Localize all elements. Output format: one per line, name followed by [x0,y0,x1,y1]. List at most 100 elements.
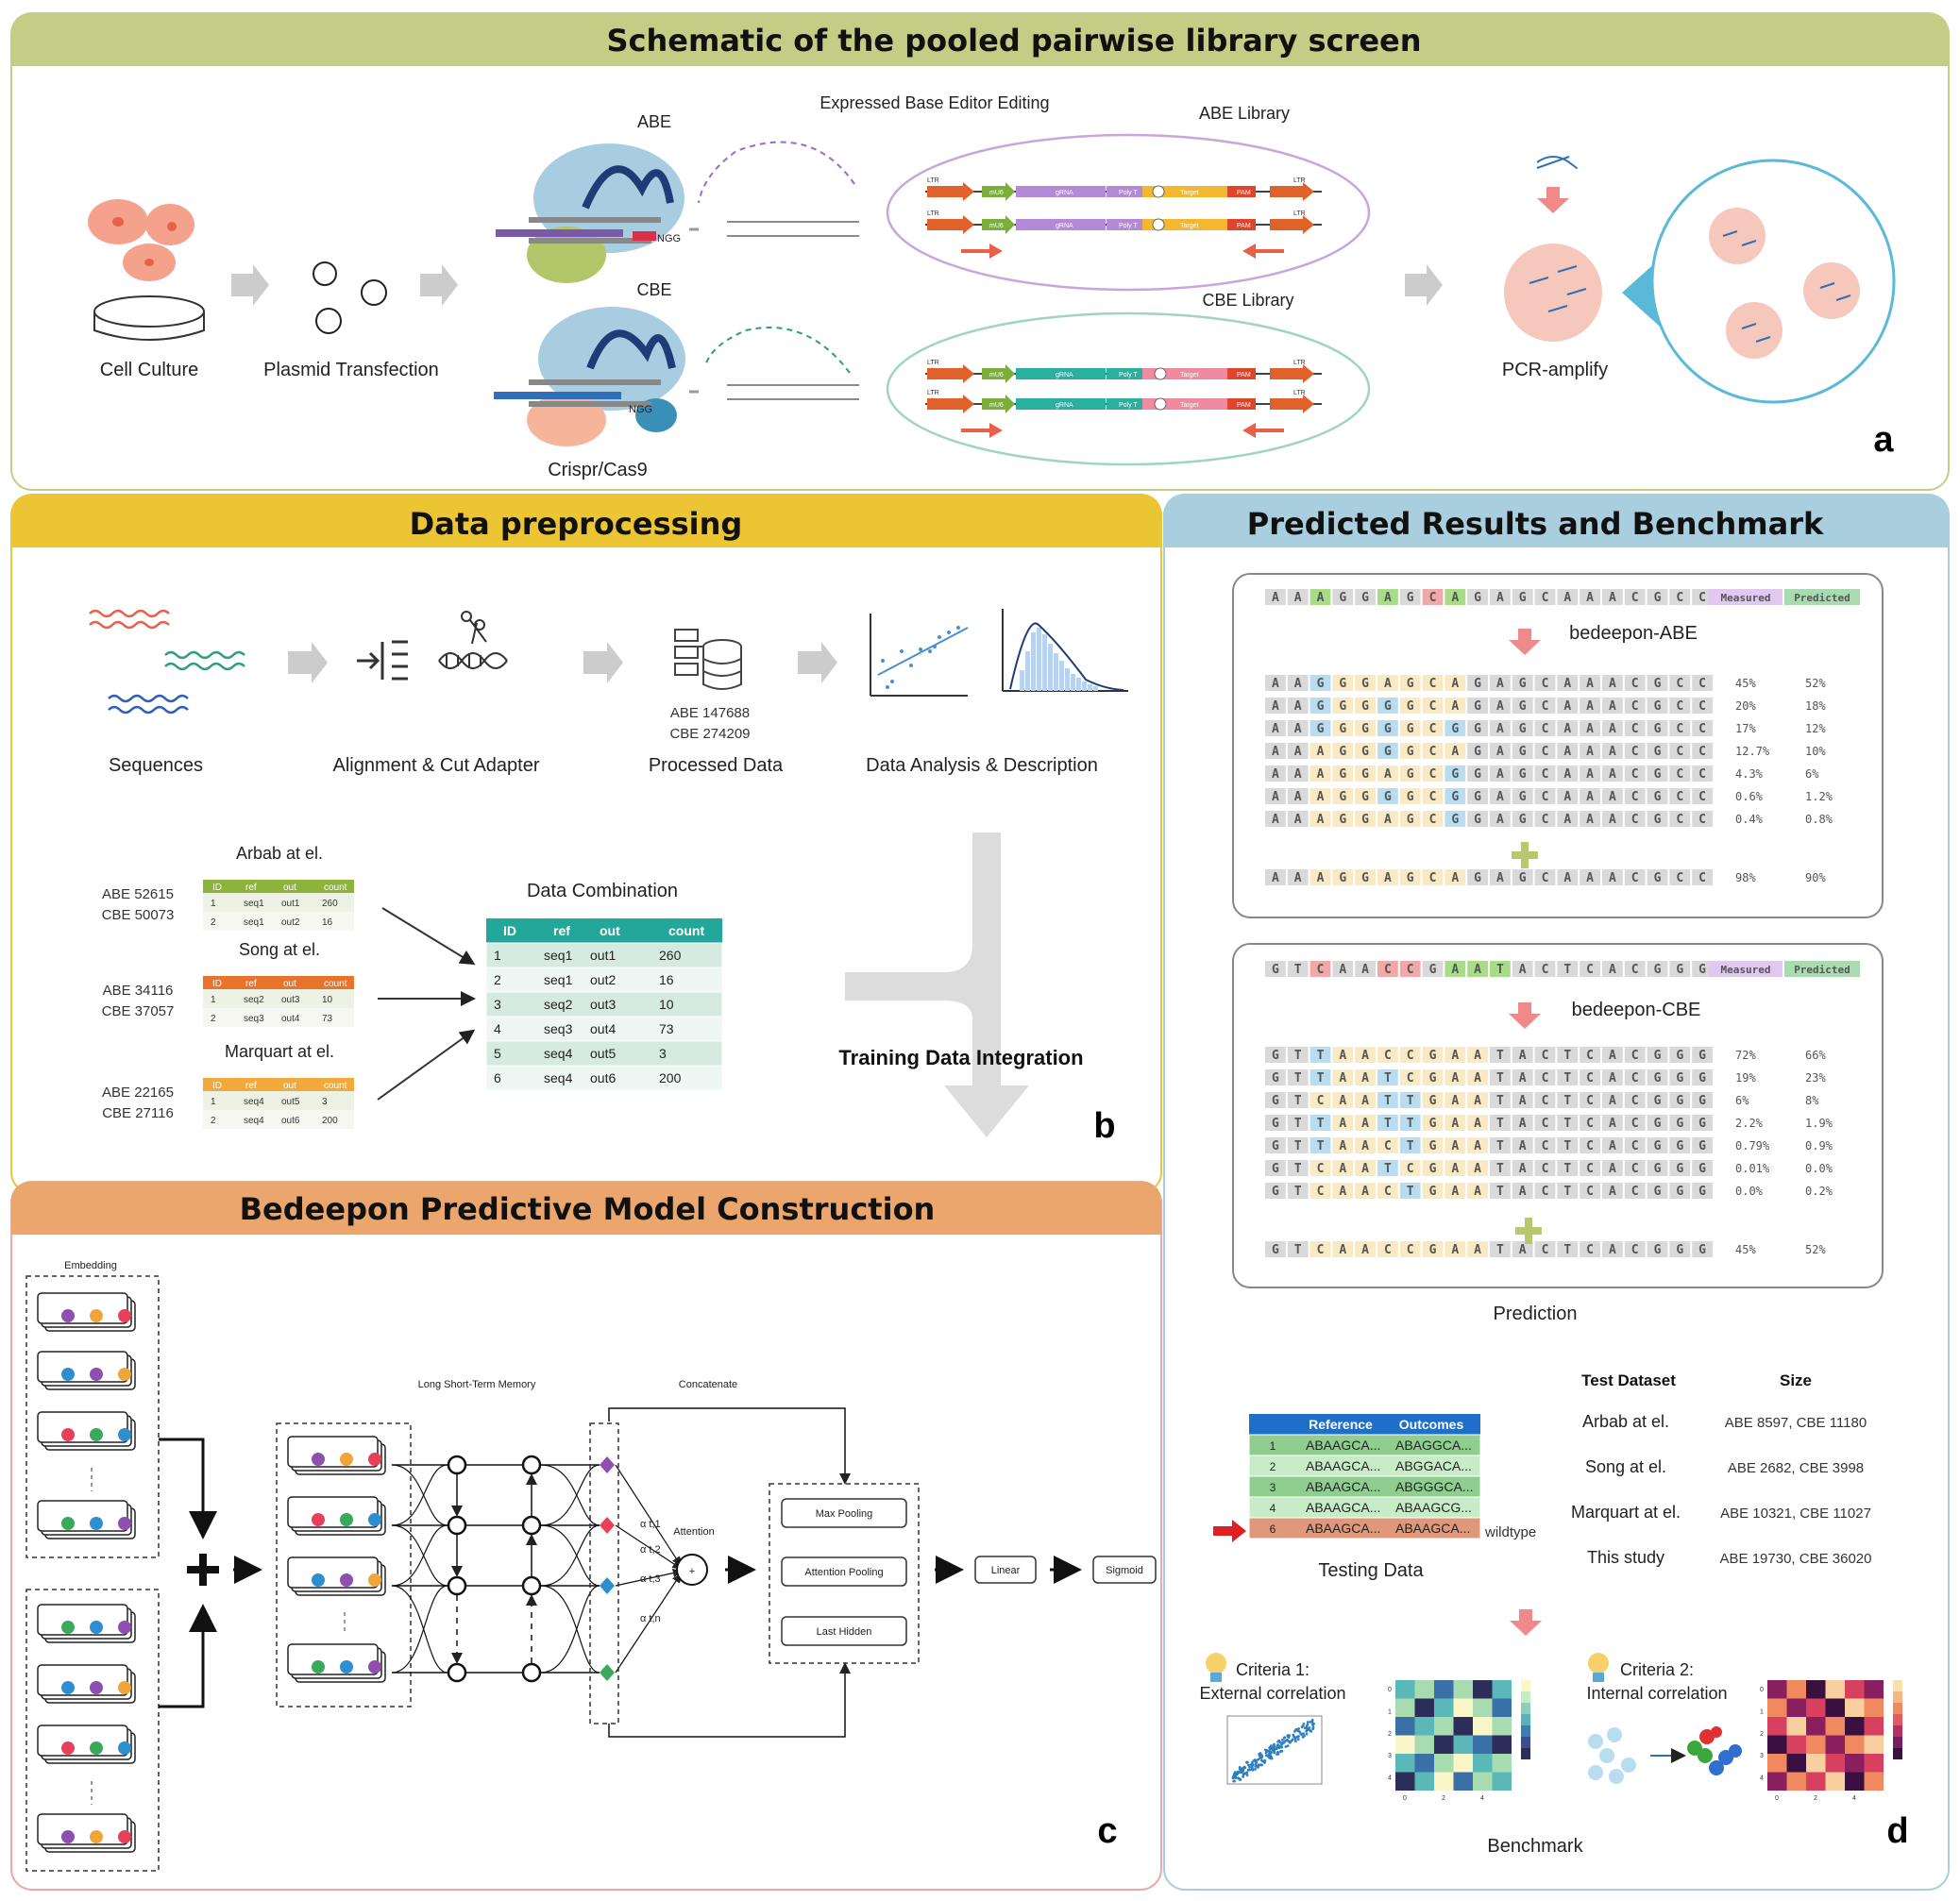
lstm-label: Long Short-Term Memory [418,1379,536,1390]
nucleotide-cell [1287,1160,1309,1176]
nucleotide: G [1451,767,1459,782]
predicted-value: 6% [1805,767,1819,781]
nucleotide-cell [1265,698,1286,714]
nucleotide: A [1586,871,1594,885]
heatmap-cell [1492,1772,1512,1791]
nucleotide: A [1519,1049,1527,1063]
nucleotide: C [1586,1071,1594,1085]
nucleotide-cell [1557,720,1579,736]
nucleotide: A [1339,1139,1346,1153]
nucleotide: A [1496,745,1504,759]
nucleotide-cell [1490,1092,1511,1108]
nucleotide-cell [1467,1092,1488,1108]
alpha-n: α t,n [640,1613,661,1624]
source-row [203,1091,354,1110]
nucleotide: A [1361,1094,1369,1108]
nucleotide: A [1496,790,1504,804]
embedding-dot [90,1428,103,1441]
nucleotide: A [1272,813,1279,827]
nucleotide-cell [1445,589,1466,605]
scatter-point [1264,1751,1268,1755]
source-cell: 1 [211,899,216,909]
heatmap-cell [1492,1735,1512,1754]
construct-label: LTR [927,210,939,217]
nucleotide-cell [1399,1115,1421,1131]
heatmap-cell [1414,1735,1434,1754]
nucleotide-cell [1580,720,1600,736]
nucleotide: C [1631,699,1639,714]
source-header-cell: out [283,883,296,893]
nucleotide-cell [1580,589,1600,605]
nucleotide: C [1631,1071,1639,1085]
nucleotide: G [1654,1185,1662,1199]
nucleotide: C [1429,813,1437,827]
nucleotide-cell [1669,1092,1691,1108]
scatter-point [1291,1738,1294,1741]
panel-d-title: Predicted Results and Benchmark [1247,506,1824,542]
heatmap-cell [1825,1772,1845,1791]
nucleotide: A [1294,767,1302,782]
nucleotide-cell [1355,743,1376,759]
nucleotide-cell [1355,589,1376,605]
nucleotide-cell [1692,720,1713,736]
nucleotide-cell [1332,698,1354,714]
nucleotide: C [1586,1243,1594,1257]
measured-value: 19% [1735,1071,1756,1085]
nucleotide-cell [1467,788,1488,804]
nucleotide: G [1429,1243,1437,1257]
nucleotide-cell [1377,765,1398,782]
nucleotide: G [1676,1185,1683,1199]
nucleotide-cell [1287,788,1309,804]
scatter-point [1276,1747,1278,1751]
nucleotide: C [1407,1071,1414,1085]
nucleotide-cell [1265,869,1286,885]
nucleotide-cell [1512,1115,1533,1131]
nucleotide-cell [1422,589,1444,605]
nucleotide: A [1272,745,1279,759]
cbe-target-dna [727,384,859,400]
nucleotide-cell [1534,1115,1556,1131]
nucleotide: C [1631,1243,1639,1257]
embedding-dot [118,1517,131,1530]
nucleotide: T [1407,1094,1414,1108]
heatmap-cell [1864,1680,1884,1699]
nucleotide: A [1361,963,1369,977]
nucleotide: G [1339,677,1346,691]
nucleotide-cell [1467,1241,1488,1257]
nucleotide-cell [1445,1241,1466,1257]
nucleotide-cell [1467,1047,1488,1063]
nucleotide: A [1361,1243,1369,1257]
nucleotide: C [1407,1243,1414,1257]
concat-node [600,1456,615,1473]
nucleotide-cell [1309,698,1331,714]
source-header-cell: count [324,979,347,989]
nucleotide: G [1474,591,1481,605]
cbe-model-label: bedeepon-CBE [1572,1000,1701,1020]
nucleotide-cell [1512,765,1533,782]
nucleotide: A [1586,699,1594,714]
scatter-point [1245,1771,1249,1775]
nucleotide-cell [1669,589,1691,605]
nucleotide: A [1339,1094,1346,1108]
nucleotide-cell [1692,1092,1713,1108]
scatter-point [1309,1721,1312,1724]
nucleotide-cell [1332,675,1354,691]
nucleotide: T [1407,1117,1414,1131]
nucleotide: A [1317,591,1325,605]
scatter-point [1299,1732,1303,1736]
nucleotide: G [1451,722,1459,736]
nucleotide-cell [1399,589,1421,605]
nucleotide-cell [1467,1183,1488,1199]
embedding-card [37,1500,128,1532]
lightbulb-icon [1588,1653,1609,1682]
measured-value: 0.79% [1735,1139,1770,1152]
construct-label: Poly T [1119,402,1138,409]
nucleotide: G [1272,1243,1279,1257]
nucleotide: T [1294,1117,1302,1131]
embedding-dot [368,1660,381,1674]
scatter-point [1248,1768,1252,1772]
nucleotide-cell [1512,698,1533,714]
total-measured: 45% [1735,1243,1756,1256]
nucleotide-cell [1355,1115,1376,1131]
